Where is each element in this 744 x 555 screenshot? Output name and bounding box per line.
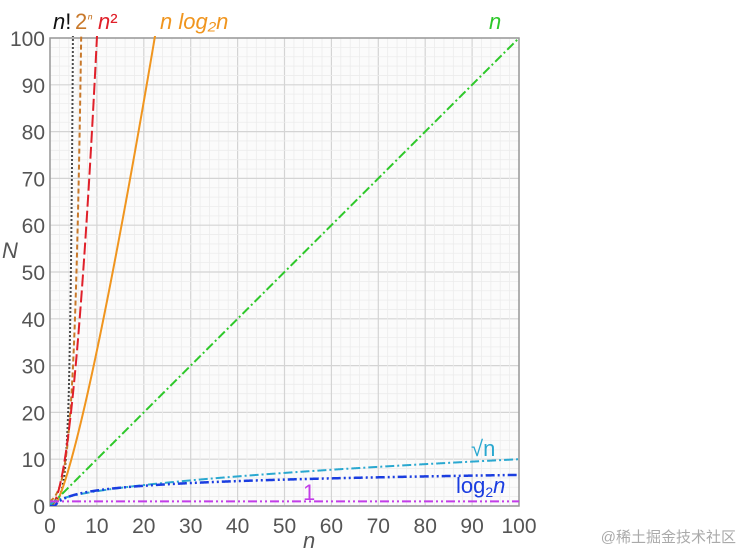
series-labels: n! 2ⁿ n² n log₂n n √n log2n 1 [53, 9, 505, 505]
x-tick-label: 90 [460, 515, 483, 538]
y-tick-label: 70 [22, 168, 45, 191]
series-line-factorial [50, 36, 74, 503]
series-line-linear [50, 37, 519, 506]
watermark: @稀土掘金技术社区 [600, 529, 736, 546]
x-tick-label: 80 [414, 515, 437, 538]
label-nlogn: n log₂n [160, 9, 228, 34]
series-line-sqrt [50, 458, 519, 506]
x-tick-label: 70 [367, 515, 390, 538]
label-linear: n [489, 9, 501, 34]
x-tick-label: 10 [85, 515, 108, 538]
y-tick-label: 0 [33, 496, 45, 519]
label-log2: log2n [456, 473, 505, 500]
y-axis-label: N [2, 238, 18, 263]
x-tick-label: 0 [44, 515, 56, 538]
label-exp2: 2ⁿ [75, 9, 92, 34]
label-sqrt: √n [471, 436, 495, 461]
y-tick-label: 90 [22, 75, 45, 98]
label-factorial: n! [53, 9, 71, 34]
series-line-square [50, 36, 98, 506]
plot-frame [49, 37, 520, 507]
y-tick-label: 30 [22, 356, 45, 379]
y-tick-label: 50 [22, 262, 45, 285]
x-tick-label: 40 [226, 515, 249, 538]
series-line-nlogn [50, 36, 157, 506]
x-tick-label: 20 [132, 515, 155, 538]
x-tick-label: 100 [501, 515, 536, 538]
x-tick-label: 30 [179, 515, 202, 538]
label-square: n² [98, 9, 118, 34]
y-tick-label: 20 [22, 402, 45, 425]
y-tick-label: 40 [22, 309, 45, 332]
y-tick-label: 80 [22, 122, 45, 145]
series-lines [50, 36, 519, 506]
y-tick-label: 10 [22, 449, 45, 472]
x-axis-label: n [303, 528, 315, 553]
x-tick-label: 60 [320, 515, 343, 538]
y-tick-label: 100 [10, 28, 45, 51]
series-line-log2 [50, 473, 519, 506]
axes: 0 10 20 30 40 50 60 70 80 90 100 0 10 20 30 40 50 60 70 80 9… [10, 28, 537, 538]
x-tick-label: 50 [273, 515, 296, 538]
label-const: 1 [303, 480, 315, 505]
y-tick-label: 60 [22, 215, 45, 238]
